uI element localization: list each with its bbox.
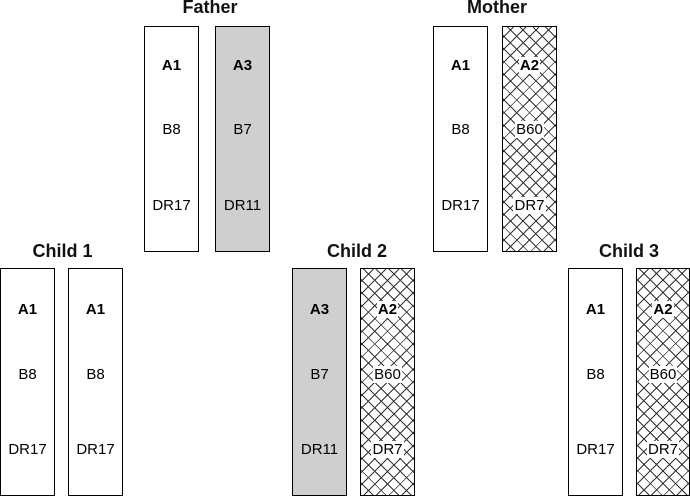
allele-a: A3	[309, 301, 330, 318]
allele-dr: DR7	[513, 197, 546, 214]
father-haplotype-1: A1 B8 DR17	[144, 26, 199, 252]
allele-dr: DR17	[152, 197, 191, 214]
allele-dr: DR7	[371, 441, 404, 458]
allele-b: B7	[310, 366, 329, 383]
allele-a: A1	[450, 57, 471, 74]
allele-a: A3	[232, 57, 253, 74]
allele-a: A1	[161, 57, 182, 74]
allele-b: B60	[648, 366, 678, 383]
allele-b: B7	[233, 121, 252, 138]
allele-dr: DR11	[300, 441, 339, 458]
child2-haplotype-1: A3 B7 DR11	[292, 268, 347, 496]
mother-haplotype-1: A1 B8 DR17	[433, 26, 488, 252]
child1-haplotype-2: A1 B8 DR17	[68, 268, 123, 496]
child3-haplotype-1: A1 B8 DR17	[568, 268, 623, 496]
allele-dr: DR17	[441, 197, 480, 214]
allele-b: B8	[86, 366, 105, 383]
allele-a: A1	[85, 301, 106, 318]
father-label: Father	[182, 0, 238, 17]
allele-a: A2	[652, 301, 674, 318]
allele-dr: DR7	[646, 441, 679, 458]
child2-label: Child 2	[326, 241, 387, 261]
allele-dr: DR11	[223, 197, 262, 214]
child3-label: Child 3	[598, 241, 659, 261]
allele-b: B60	[373, 366, 402, 383]
allele-b: B60	[515, 121, 544, 138]
child3-haplotype-2: A2 B60 DR7	[636, 268, 690, 496]
mother-haplotype-2: A2 B60 DR7	[502, 26, 557, 252]
allele-b: B8	[162, 121, 181, 138]
allele-dr: DR17	[76, 441, 115, 458]
allele-dr: DR17	[8, 441, 47, 458]
allele-a: A1	[17, 301, 38, 318]
child1-label: Child 1	[32, 241, 93, 261]
allele-a: A1	[585, 301, 606, 318]
allele-dr: DR17	[576, 441, 615, 458]
child1-haplotype-1: A1 B8 DR17	[0, 268, 55, 496]
allele-b: B8	[451, 121, 470, 138]
allele-a: A2	[376, 301, 399, 318]
child2-haplotype-2: A2 B60 DR7	[360, 268, 415, 496]
allele-b: B8	[586, 366, 605, 383]
mother-label: Mother	[467, 0, 527, 17]
allele-a: A2	[518, 57, 541, 74]
father-haplotype-2: A3 B7 DR11	[215, 26, 270, 252]
allele-b: B8	[18, 366, 37, 383]
